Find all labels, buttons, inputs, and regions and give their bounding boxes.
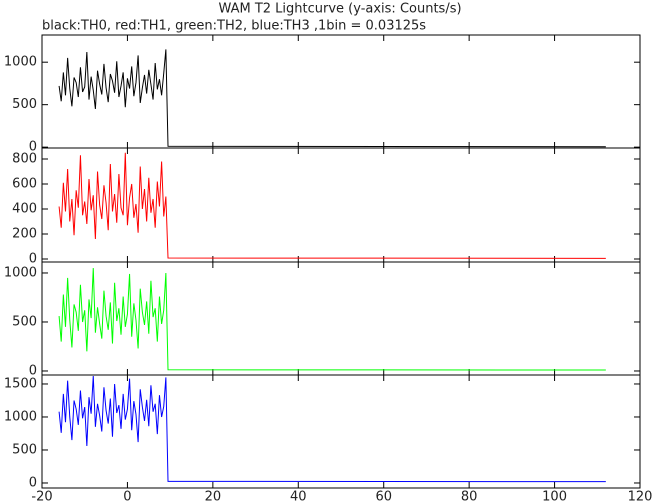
y-tick-label: 0 (29, 475, 37, 490)
x-tick-label: 80 (461, 490, 478, 504)
x-tick-label: 40 (290, 490, 307, 504)
light-curve (58, 268, 606, 371)
y-tick-label: 500 (12, 97, 37, 112)
x-tick-label: 0 (123, 490, 131, 504)
y-tick-label: 800 (12, 152, 37, 167)
y-tick-label: 0 (29, 363, 37, 378)
y-tick-label: 400 (12, 202, 37, 217)
y-tick-label: 0 (29, 252, 37, 267)
light-curve (58, 376, 606, 483)
chart-title: WAM T2 Lightcurve (y-axis: Counts/s) (218, 2, 461, 17)
panel-frame (41, 34, 641, 149)
y-tick-label: 600 (12, 177, 37, 192)
panel-frame (41, 147, 641, 263)
y-tick-label: 500 (12, 314, 37, 329)
light-curve (58, 152, 606, 259)
light-curve (58, 49, 606, 148)
chart-subtitle: black:TH0, red:TH1, green:TH2, blue:TH3 … (42, 19, 426, 34)
x-tick-label: 20 (205, 490, 222, 504)
y-tick-label: 1000 (4, 265, 37, 280)
y-tick-label: 1000 (4, 55, 37, 70)
x-tick-label: 60 (375, 490, 392, 504)
y-tick-label: 1000 (4, 409, 37, 424)
x-tick-label: 120 (628, 490, 653, 504)
x-tick-label: -20 (31, 490, 52, 504)
y-tick-label: 500 (12, 442, 37, 457)
y-tick-label: 1500 (4, 376, 37, 391)
y-tick-label: 200 (12, 227, 37, 242)
panel-frame (41, 374, 641, 489)
y-tick-label: 0 (29, 140, 37, 155)
x-tick-label: 100 (542, 490, 567, 504)
panel-frame (41, 261, 641, 376)
